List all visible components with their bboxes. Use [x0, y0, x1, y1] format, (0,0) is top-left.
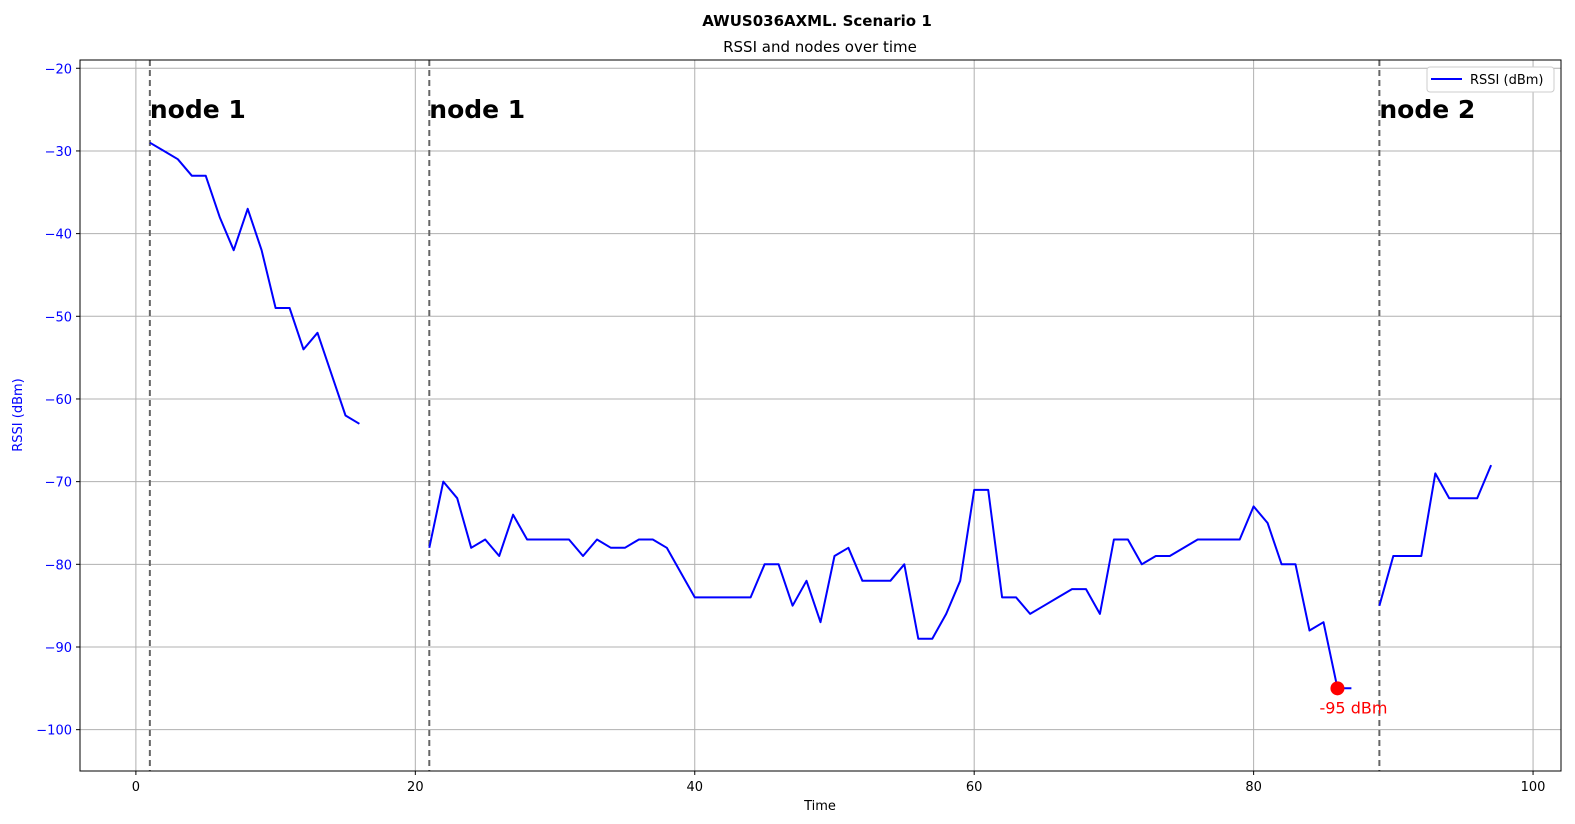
min-point-dot [1330, 681, 1345, 696]
x-tick-label: 20 [407, 780, 424, 795]
y-tick-label: −40 [45, 228, 72, 243]
chart-title: AWUS036AXML. Scenario 1 [702, 12, 932, 30]
legend: RSSI (dBm) [1426, 66, 1555, 93]
y-tick-label: −80 [45, 558, 72, 573]
y-axis-ticks: −20 −30 −40 −50 −60 −70 −80 −90 −100 [36, 62, 80, 739]
x-axis-ticks: 0 20 40 60 80 100 [132, 771, 1546, 795]
chart-subtitle: RSSI and nodes over time [723, 38, 917, 56]
legend-label: RSSI (dBm) [1470, 73, 1543, 88]
y-tick-label: −30 [45, 145, 72, 160]
x-axis-label: Time [803, 799, 836, 814]
series-lines [149, 141, 1493, 690]
min-point-label: -95 dBm [1319, 698, 1387, 717]
y-tick-label: −60 [45, 393, 72, 408]
min-point-marker: -95 dBm [1319, 681, 1387, 717]
x-tick-label: 40 [686, 780, 703, 795]
legend-box [1426, 66, 1555, 93]
y-tick-label: −70 [45, 476, 72, 491]
series-line-rssi [428, 480, 1352, 690]
plot-frame [79, 59, 1562, 772]
y-tick-label: −100 [36, 724, 72, 739]
x-tick-label: 80 [1245, 780, 1262, 795]
x-tick-label: 60 [966, 780, 983, 795]
series-line-rssi [1378, 464, 1493, 606]
node-markers: node 1 node 1 node 2 [148, 60, 1475, 771]
x-tick-label: 0 [132, 780, 140, 795]
y-axis-label: RSSI (dBm) [11, 378, 26, 451]
node-marker-label: node 2 [1379, 95, 1475, 124]
node-marker-label: node 1 [429, 95, 525, 124]
x-tick-label: 100 [1521, 780, 1546, 795]
y-tick-label: −20 [45, 62, 72, 77]
y-tick-label: −50 [45, 310, 72, 325]
series-line-rssi [149, 141, 360, 425]
node-marker-label: node 1 [150, 95, 246, 124]
grid-lines [80, 60, 1561, 771]
y-tick-label: −90 [45, 641, 72, 656]
